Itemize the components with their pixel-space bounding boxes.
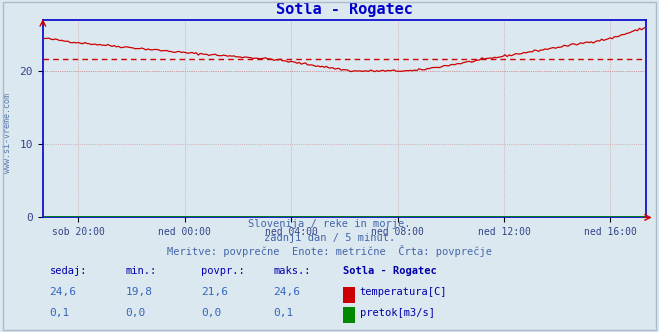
Title: Sotla - Rogatec: Sotla - Rogatec [276, 2, 413, 17]
Text: min.:: min.: [125, 266, 156, 276]
Text: pretok[m3/s]: pretok[m3/s] [360, 308, 435, 318]
Text: Sotla - Rogatec: Sotla - Rogatec [343, 266, 436, 276]
Text: Meritve: povprečne  Enote: metrične  Črta: povprečje: Meritve: povprečne Enote: metrične Črta:… [167, 245, 492, 257]
Text: maks.:: maks.: [273, 266, 311, 276]
Text: 0,0: 0,0 [125, 308, 146, 318]
Text: 24,6: 24,6 [273, 288, 301, 297]
Text: www.si-vreme.com: www.si-vreme.com [3, 93, 13, 173]
Text: temperatura[C]: temperatura[C] [360, 288, 447, 297]
Text: Slovenija / reke in morje.: Slovenija / reke in morje. [248, 219, 411, 229]
Text: sedaj:: sedaj: [49, 266, 87, 276]
Text: zadnji dan / 5 minut.: zadnji dan / 5 minut. [264, 233, 395, 243]
Text: 24,6: 24,6 [49, 288, 76, 297]
Text: povpr.:: povpr.: [201, 266, 244, 276]
Text: 0,1: 0,1 [49, 308, 70, 318]
Text: 0,0: 0,0 [201, 308, 221, 318]
Text: 21,6: 21,6 [201, 288, 228, 297]
Text: 0,1: 0,1 [273, 308, 294, 318]
Text: 19,8: 19,8 [125, 288, 152, 297]
